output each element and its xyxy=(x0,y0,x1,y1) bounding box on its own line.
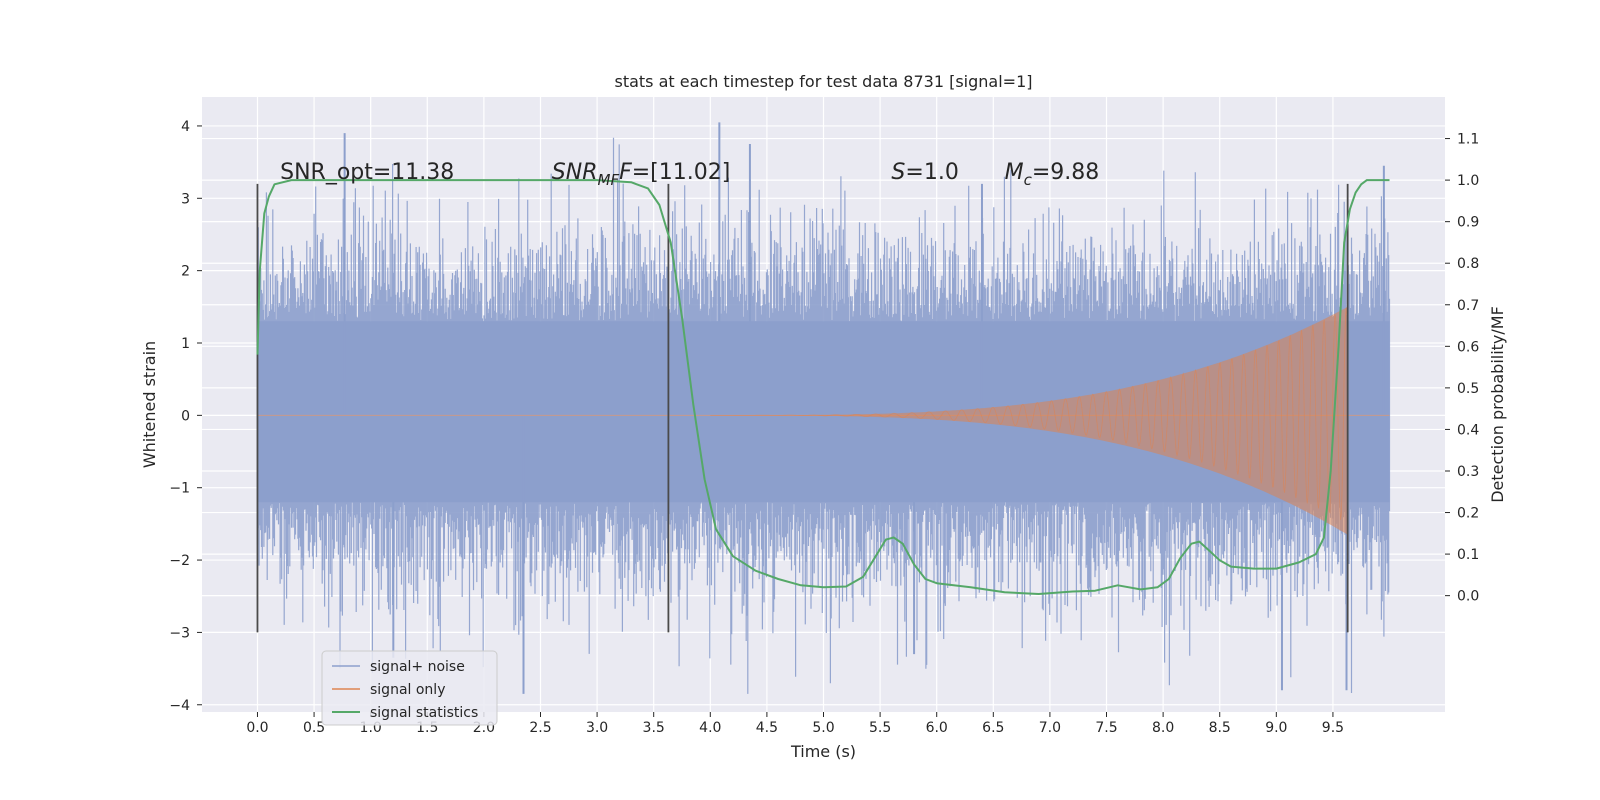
x-axis-label: Time (s) xyxy=(790,742,856,761)
annotation-mc-sub: c xyxy=(1024,171,1033,189)
annotation-snr-mf-value: =[11.02] xyxy=(632,160,731,185)
annotation-mc: Mc=9.88 xyxy=(1005,160,1100,189)
x-tick-label: 8.0 xyxy=(1152,720,1174,736)
series-signal-only xyxy=(710,306,1348,550)
x-tick-label: 2.5 xyxy=(529,720,551,736)
x-tick-label: 3.5 xyxy=(643,720,665,736)
series-signal-statistics xyxy=(256,179,1390,595)
legend-box xyxy=(321,650,498,726)
y-right-tick-label: 0.8 xyxy=(1457,256,1479,272)
y-right-tick-label: 0.6 xyxy=(1457,339,1479,355)
annotations: SNR_opt=11.38 SNRMFF=[11.02] S=1.0 Mc=9.… xyxy=(280,160,1099,189)
annotation-snr-opt: SNR_opt=11.38 xyxy=(280,160,454,185)
x-tick-label: 6.0 xyxy=(926,720,948,736)
chart-title: stats at each timestep for test data 873… xyxy=(614,72,1032,91)
y-tick-label: 3 xyxy=(181,191,190,207)
y-tick-label: 4 xyxy=(181,119,190,135)
x-tick-label: 3.0 xyxy=(586,720,608,736)
x-tick-label: 9.5 xyxy=(1322,720,1344,736)
y-right-tick-label: 1.0 xyxy=(1457,173,1479,189)
y-tick-label: 2 xyxy=(181,264,190,280)
annotation-snr-mf-sub: MF xyxy=(598,171,620,189)
annotation-snr-mf-f: F xyxy=(619,160,632,185)
x-tick-label: 0.0 xyxy=(246,720,268,736)
annotation-snr-mf-label: SNR xyxy=(552,160,598,185)
x-tick-label: 8.5 xyxy=(1209,720,1231,736)
legend-label: signal+ noise xyxy=(370,659,465,675)
x-tick-label: 4.0 xyxy=(699,720,721,736)
legend-label: signal only xyxy=(370,682,445,698)
x-tick-label: 5.5 xyxy=(869,720,891,736)
x-tick-label: 4.5 xyxy=(756,720,778,736)
annotation-s-label: S xyxy=(891,160,905,185)
y-right-tick-label: 1.1 xyxy=(1457,132,1479,148)
y-tick-label: −2 xyxy=(169,553,190,569)
y-axis-label: Whitened strain xyxy=(140,341,159,468)
y-tick-label: −1 xyxy=(169,481,190,497)
chirp-oscillation xyxy=(710,307,1348,520)
y-right-tick-label: 0.1 xyxy=(1457,547,1479,563)
y-right-tick-label: 0.7 xyxy=(1457,298,1479,314)
y-right-tick-label: 0.4 xyxy=(1457,422,1479,438)
plot-area: SNR_opt=11.38 SNRMFF=[11.02] S=1.0 Mc=9.… xyxy=(202,97,1445,712)
x-axis: 0.0 0.5 1.0 1.5 2.0 2.5 3.0 3.5 4.0 4.5 5.0 5.5 6.0 6… xyxy=(246,712,1344,736)
y-right-tick-label: 0.0 xyxy=(1457,589,1479,605)
y-tick-label: −4 xyxy=(169,698,190,714)
chirp-envelope xyxy=(710,306,1348,550)
marker-lines xyxy=(256,183,1349,633)
annotation-mc-value: =9.88 xyxy=(1032,160,1099,185)
legend-label: signal statistics xyxy=(370,705,478,721)
y-right-tick-label: 0.9 xyxy=(1457,215,1479,231)
x-tick-label: 6.5 xyxy=(982,720,1004,736)
statistics-line xyxy=(256,179,1390,595)
y-axis-right-label: Detection probability/MF xyxy=(1488,306,1507,503)
y-axis-right: 1.1 1.0 0.9 0.8 0.7 0.6 0.5 0.4 0.3 0.2 0.1 0.0 xyxy=(1445,132,1479,605)
y-tick-label: −3 xyxy=(169,625,190,641)
annotation-s: S=1.0 xyxy=(891,160,958,185)
y-right-tick-label: 0.3 xyxy=(1457,464,1479,480)
y-right-tick-label: 0.5 xyxy=(1457,381,1479,397)
y-tick-label: 1 xyxy=(181,336,190,352)
y-tick-label: 0 xyxy=(181,408,190,424)
x-tick-label: 9.0 xyxy=(1265,720,1287,736)
x-tick-label: 5.0 xyxy=(812,720,834,736)
y-axis-left: 4 3 2 1 0 −1 −2 −3 −4 xyxy=(169,119,202,714)
annotation-mc-label: M xyxy=(1005,160,1024,185)
y-right-tick-label: 0.2 xyxy=(1457,506,1479,522)
x-tick-label: 7.5 xyxy=(1095,720,1117,736)
annotation-s-value: =1.0 xyxy=(905,160,958,185)
x-tick-label: 0.5 xyxy=(303,720,325,736)
x-tick-label: 7.0 xyxy=(1039,720,1061,736)
legend: signal+ noise signal only signal statistic… xyxy=(321,650,498,726)
annotation-snr-mf: SNRMFF=[11.02] xyxy=(552,160,731,189)
